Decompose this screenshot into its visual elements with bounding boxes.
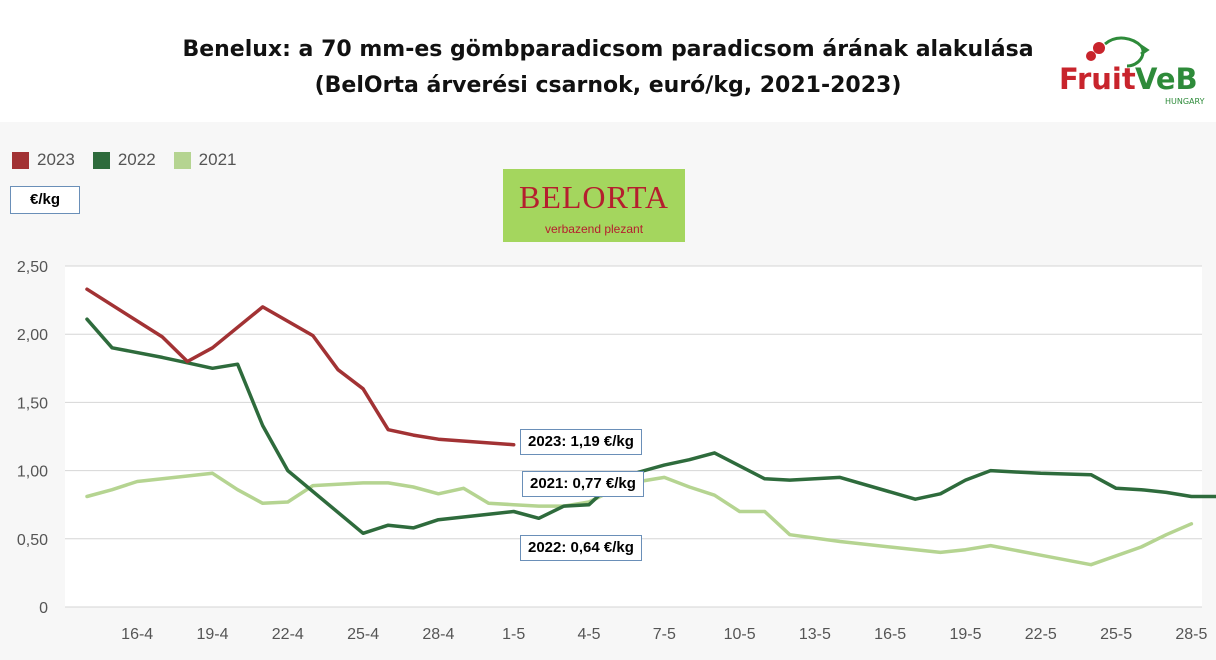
belorta-logo: BELORTA verbazend plezant <box>503 169 685 242</box>
legend-label-2022: 2022 <box>117 150 156 169</box>
x-tick-label: 28-4 <box>422 626 454 643</box>
chart-title: Benelux: a 70 mm-es gömbparadicsom parad… <box>182 37 1034 62</box>
y-tick-label: 2,50 <box>17 259 48 276</box>
x-tick-label: 1-5 <box>502 626 525 643</box>
svg-text:HUNGARY: HUNGARY <box>1165 97 1205 106</box>
y-tick-label: 2,00 <box>17 327 48 344</box>
series-line-2023 <box>85 287 516 447</box>
x-tick-label: 19-4 <box>196 626 228 643</box>
legend: 2023 2022 2021 <box>12 150 236 170</box>
y-tick-label: 1,00 <box>17 464 48 481</box>
annotation-2022: 2022: 0,64 €/kg <box>520 535 642 561</box>
y-axis-unit-label: €/kg <box>10 186 80 214</box>
legend-swatch-2022 <box>92 151 110 169</box>
y-tick-label: 0,50 <box>17 532 48 549</box>
x-tick-label: 22-5 <box>1025 626 1057 643</box>
x-tick-label: 7-5 <box>653 626 676 643</box>
annotation-2023: 2023: 1,19 €/kg <box>520 429 642 455</box>
legend-swatch-2021 <box>173 151 191 169</box>
legend-label-2023: 2023 <box>37 150 75 169</box>
x-tick-label: 25-4 <box>347 626 379 643</box>
fruitveb-logo: Fruit VeB HUNGARY <box>1059 36 1205 106</box>
x-tick-label: 28-5 <box>1175 626 1207 643</box>
legend-item-2022: 2022 <box>92 150 156 170</box>
svg-text:VeB: VeB <box>1135 62 1198 96</box>
chart-subtitle: (BelOrta árverési csarnok, euró/kg, 2021… <box>314 73 902 98</box>
x-tick-label: 13-5 <box>799 626 831 643</box>
legend-label-2021: 2021 <box>198 150 237 169</box>
x-tick-label: 4-5 <box>577 626 600 643</box>
legend-swatch-2023 <box>12 151 29 169</box>
x-tick-label: 16-5 <box>874 626 906 643</box>
belorta-logo-name: BELORTA <box>518 179 670 215</box>
x-tick-label: 19-5 <box>949 626 981 643</box>
x-tick-label: 25-5 <box>1100 626 1132 643</box>
x-tick-label: 10-5 <box>724 626 756 643</box>
belorta-logo-tagline: verbazend plezant <box>544 222 644 236</box>
y-tick-label: 1,50 <box>17 395 48 412</box>
legend-item-2021: 2021 <box>173 150 237 170</box>
legend-item-2023: 2023 <box>12 150 75 170</box>
x-tick-label: 22-4 <box>272 626 304 643</box>
y-tick-label: 0 <box>39 600 48 617</box>
svg-text:Fruit: Fruit <box>1059 62 1136 96</box>
annotation-2021: 2021: 0,77 €/kg <box>522 471 644 497</box>
x-tick-label: 16-4 <box>121 626 153 643</box>
